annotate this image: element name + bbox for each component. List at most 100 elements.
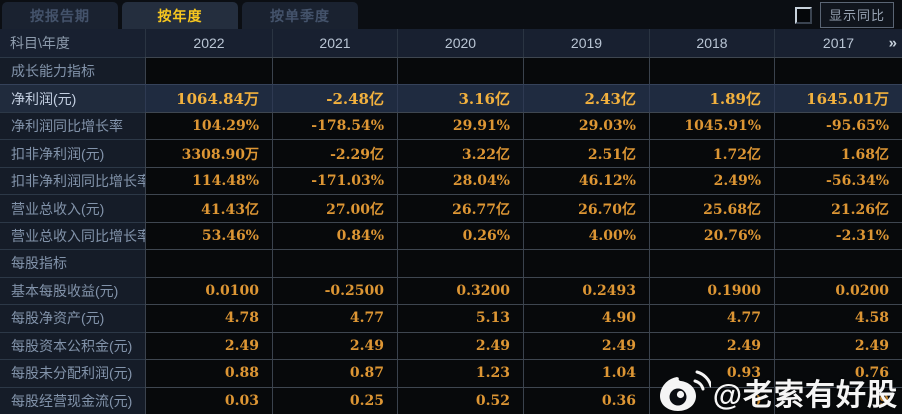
cell-value [649, 249, 774, 277]
cell-value: 0.36 [523, 386, 649, 414]
cell-value: -178.54% [272, 111, 397, 140]
cell-value: 29.03% [523, 111, 649, 140]
cell-value: 4.78 [145, 304, 272, 332]
cell-value: 0.84% [272, 221, 397, 250]
cell-value: 5.13 [397, 304, 523, 332]
cell-value: 2.51亿 [523, 139, 649, 167]
cell-value: 4.00% [523, 221, 649, 250]
cell-value: 1.89亿 [649, 84, 774, 112]
cell-value [523, 249, 649, 277]
row-label: 每股资本公积金(元) [0, 331, 145, 360]
cell-value: 0.2493 [523, 276, 649, 305]
cell-value [649, 57, 774, 85]
cell-value: 3.22亿 [397, 139, 523, 167]
row-label: 净利润(元) [0, 84, 145, 112]
cell-value: 3.16亿 [397, 84, 523, 112]
row-label: 基本每股收益(元) [0, 276, 145, 305]
cell-value: 27.00亿 [272, 194, 397, 222]
cell-value: 0.0100 [145, 276, 272, 305]
cell-value: 2.49 [649, 331, 774, 360]
row-label: 营业总收入(元) [0, 194, 145, 222]
cell-value: 26.77亿 [397, 194, 523, 222]
cell-value: 53.46% [145, 221, 272, 250]
cell-value: 4.77 [649, 304, 774, 332]
cell-value: 1.68亿 [774, 139, 902, 167]
cell-value: 21.26亿 [774, 194, 902, 222]
show-yoy-checkbox[interactable] [794, 6, 812, 24]
section-row-label: 成长能力指标 [0, 57, 145, 85]
cell-value: 0.25 [272, 386, 397, 414]
cell-value: 4.77 [272, 304, 397, 332]
cell-value: 0.26% [397, 221, 523, 250]
cell-value [523, 57, 649, 85]
cell-value: 0.03 [145, 386, 272, 414]
cell-value: 28.04% [397, 166, 523, 195]
cell-value: 1.23 [397, 359, 523, 387]
cell-value: 0.88 [145, 359, 272, 387]
scroll-more-columns-icon[interactable]: » [888, 34, 897, 52]
cell-value: 114.48% [145, 166, 272, 195]
cell-value [272, 249, 397, 277]
cell-value: -2.29亿 [272, 139, 397, 167]
column-header-year-2021: 2021 [272, 29, 397, 57]
yoy-controls: 显示同比 [794, 2, 894, 28]
period-tabs: 按报告期 按年度 按单季度 [0, 2, 358, 29]
cell-value: 41.43亿 [145, 194, 272, 222]
tab-by-quarter[interactable]: 按单季度 [242, 2, 358, 29]
column-header-subject: 科目\年度 [0, 29, 145, 57]
row-label: 营业总收入同比增长率 [0, 221, 145, 250]
cell-value: 0.3200 [397, 276, 523, 305]
cell-value: 2.49% [649, 166, 774, 195]
row-label: 每股净资产(元) [0, 304, 145, 332]
cell-value: -2.48亿 [272, 84, 397, 112]
column-header-year-2020: 2020 [397, 29, 523, 57]
cell-value: -171.03% [272, 166, 397, 195]
cell-value [774, 57, 902, 85]
tab-by-year[interactable]: 按年度 [122, 2, 238, 29]
cell-value: 1645.01万 [774, 84, 902, 112]
cell-value: 4.58 [774, 304, 902, 332]
tab-by-report-period[interactable]: 按报告期 [2, 2, 118, 29]
cell-value: 0 [649, 386, 774, 414]
cell-value: 25.68亿 [649, 194, 774, 222]
cell-value [397, 57, 523, 85]
cell-value: 1.04 [523, 359, 649, 387]
cell-value [272, 57, 397, 85]
cell-value: 2.43亿 [523, 84, 649, 112]
cell-value: 46.12% [523, 166, 649, 195]
cell-value [145, 57, 272, 85]
section-row-label: 每股指标 [0, 249, 145, 277]
column-header-year-2017: 2017» [774, 29, 902, 57]
show-yoy-label[interactable]: 显示同比 [819, 2, 894, 28]
cell-value: 0.52 [397, 386, 523, 414]
cell-value: 0.1900 [649, 276, 774, 305]
cell-value: 0.87 [272, 359, 397, 387]
column-header-year-2019: 2019 [523, 29, 649, 57]
row-label: 每股未分配利润(元) [0, 359, 145, 387]
cell-value: 29.91% [397, 111, 523, 140]
row-label: 扣非净利润(元) [0, 139, 145, 167]
cell-value [397, 249, 523, 277]
cell-value: 2.49 [272, 331, 397, 360]
cell-value: 2.49 [523, 331, 649, 360]
cell-value: 26.70亿 [523, 194, 649, 222]
tab-bar: 按报告期 按年度 按单季度 显示同比 [0, 0, 902, 29]
cell-value: 9 [774, 386, 902, 414]
cell-value: -95.65% [774, 111, 902, 140]
cell-value: 2.49 [774, 331, 902, 360]
row-label: 每股经营现金流(元) [0, 386, 145, 414]
cell-value: 104.29% [145, 111, 272, 140]
cell-value: -56.34% [774, 166, 902, 195]
cell-value: 0.93 [649, 359, 774, 387]
cell-value: 2.49 [397, 331, 523, 360]
cell-value: 0.0200 [774, 276, 902, 305]
cell-value: 2.49 [145, 331, 272, 360]
row-label: 净利润同比增长率 [0, 111, 145, 140]
cell-value: 0.76 [774, 359, 902, 387]
row-label: 扣非净利润同比增长率 [0, 166, 145, 195]
column-header-year-2018: 2018 [649, 29, 774, 57]
cell-value: 4.90 [523, 304, 649, 332]
indicators-table: 科目\年度 2022 2021 2020 2019 2018 2017» 成长能力指标 净利润(… [0, 29, 902, 414]
column-header-year-2022: 2022 [145, 29, 272, 57]
